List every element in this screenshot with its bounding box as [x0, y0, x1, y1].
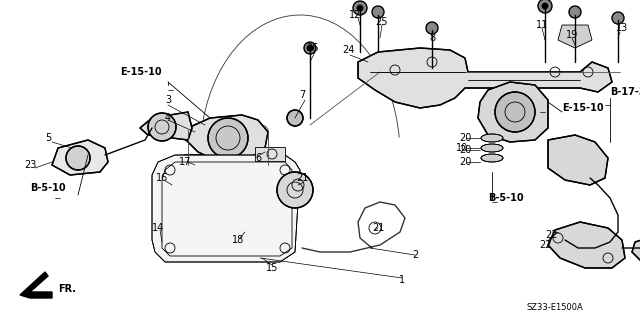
- Circle shape: [66, 146, 90, 170]
- Circle shape: [208, 198, 248, 238]
- Text: 23: 23: [24, 160, 36, 170]
- Polygon shape: [140, 112, 192, 140]
- Text: 10: 10: [456, 143, 468, 153]
- Circle shape: [287, 110, 303, 126]
- Polygon shape: [632, 238, 640, 262]
- Text: E-15-10: E-15-10: [120, 67, 162, 77]
- Text: 24: 24: [342, 45, 354, 55]
- Circle shape: [538, 0, 552, 13]
- Text: 22: 22: [546, 230, 558, 240]
- Text: E-15-10: E-15-10: [562, 103, 604, 113]
- Polygon shape: [186, 115, 268, 160]
- Circle shape: [304, 42, 316, 54]
- Text: 21: 21: [296, 173, 308, 183]
- Ellipse shape: [481, 134, 503, 142]
- Text: 13: 13: [616, 23, 628, 33]
- Text: SZ33-E1500A: SZ33-E1500A: [527, 303, 584, 313]
- Circle shape: [495, 92, 535, 132]
- Text: 22: 22: [539, 240, 551, 250]
- Polygon shape: [548, 135, 608, 185]
- Polygon shape: [558, 25, 592, 48]
- Circle shape: [208, 118, 248, 158]
- Circle shape: [148, 113, 176, 141]
- Text: 16: 16: [156, 173, 168, 183]
- Text: 7: 7: [299, 90, 305, 100]
- Ellipse shape: [481, 144, 503, 152]
- Text: B-5-10: B-5-10: [30, 183, 66, 193]
- Polygon shape: [358, 48, 612, 108]
- Text: B-17-30: B-17-30: [610, 87, 640, 97]
- Text: 15: 15: [266, 263, 278, 273]
- Text: 18: 18: [232, 235, 244, 245]
- Polygon shape: [478, 82, 548, 142]
- Circle shape: [569, 6, 581, 18]
- Text: 6: 6: [255, 153, 261, 163]
- Text: 17: 17: [179, 157, 191, 167]
- Polygon shape: [152, 155, 300, 262]
- Text: 12: 12: [349, 10, 361, 20]
- Text: 25: 25: [376, 17, 388, 27]
- Polygon shape: [52, 140, 108, 175]
- FancyBboxPatch shape: [255, 147, 285, 161]
- Circle shape: [220, 210, 236, 226]
- Polygon shape: [548, 222, 625, 268]
- Circle shape: [542, 3, 548, 9]
- Text: 8: 8: [429, 33, 435, 43]
- Text: 11: 11: [536, 20, 548, 30]
- Text: FR.: FR.: [58, 284, 76, 294]
- Ellipse shape: [481, 154, 503, 162]
- Text: 26: 26: [306, 43, 318, 53]
- Text: 14: 14: [152, 223, 164, 233]
- Text: 21: 21: [372, 223, 384, 233]
- Text: 2: 2: [412, 250, 418, 260]
- Circle shape: [612, 12, 624, 24]
- Text: B-5-10: B-5-10: [488, 193, 524, 203]
- Text: 20: 20: [459, 145, 471, 155]
- Circle shape: [190, 180, 266, 256]
- Circle shape: [353, 1, 367, 15]
- Text: 20: 20: [459, 133, 471, 143]
- Text: 3: 3: [165, 95, 171, 105]
- Polygon shape: [20, 272, 52, 298]
- Circle shape: [188, 170, 268, 250]
- Polygon shape: [170, 155, 285, 252]
- Text: 1: 1: [399, 275, 405, 285]
- Circle shape: [307, 45, 313, 51]
- Text: 5: 5: [45, 133, 51, 143]
- Circle shape: [426, 22, 438, 34]
- Text: 20: 20: [459, 157, 471, 167]
- Circle shape: [219, 201, 237, 219]
- Circle shape: [277, 172, 313, 208]
- Circle shape: [372, 6, 384, 18]
- Text: 4: 4: [165, 113, 171, 123]
- Text: 19: 19: [566, 30, 578, 40]
- Circle shape: [206, 188, 250, 232]
- Circle shape: [357, 5, 363, 11]
